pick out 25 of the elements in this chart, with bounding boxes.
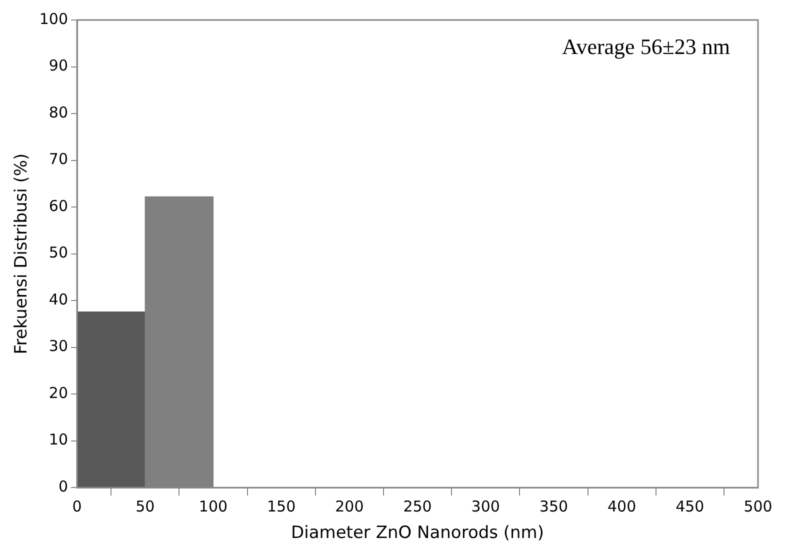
x-tick-label: 150 — [267, 497, 296, 516]
y-tick-label: 50 — [48, 244, 68, 262]
y-tick-label: 10 — [48, 430, 68, 449]
x-tick-label: 400 — [607, 497, 636, 516]
x-tick-label: 0 — [72, 497, 82, 516]
y-tick-label: 100 — [39, 10, 68, 28]
y-tick-label: 70 — [48, 150, 68, 168]
y-tick-label: 30 — [48, 337, 68, 356]
x-tick-label: 450 — [676, 497, 704, 516]
y-tick-label: 60 — [48, 196, 68, 215]
x-tick-label: 50 — [136, 497, 155, 516]
y-axis-title: Frekuensi Distribusi (%) — [12, 153, 32, 354]
y-tick-label: 20 — [48, 384, 68, 402]
x-tick-label: 200 — [335, 497, 364, 516]
y-tick-label: 0 — [58, 477, 68, 496]
x-tick-label: 100 — [198, 497, 228, 516]
x-axis-title: Diameter ZnO Nanorods (nm) — [291, 523, 544, 544]
y-tick-label: 40 — [48, 290, 68, 308]
x-tick-label: 500 — [744, 497, 772, 516]
x-tick-label: 350 — [539, 497, 568, 516]
x-tick-label: 300 — [471, 497, 500, 516]
x-tick-label: 250 — [403, 497, 432, 516]
y-tick-label: 90 — [48, 56, 68, 75]
annotation: Average 56±23 nm — [562, 34, 730, 59]
y-tick-label: 80 — [48, 103, 68, 122]
